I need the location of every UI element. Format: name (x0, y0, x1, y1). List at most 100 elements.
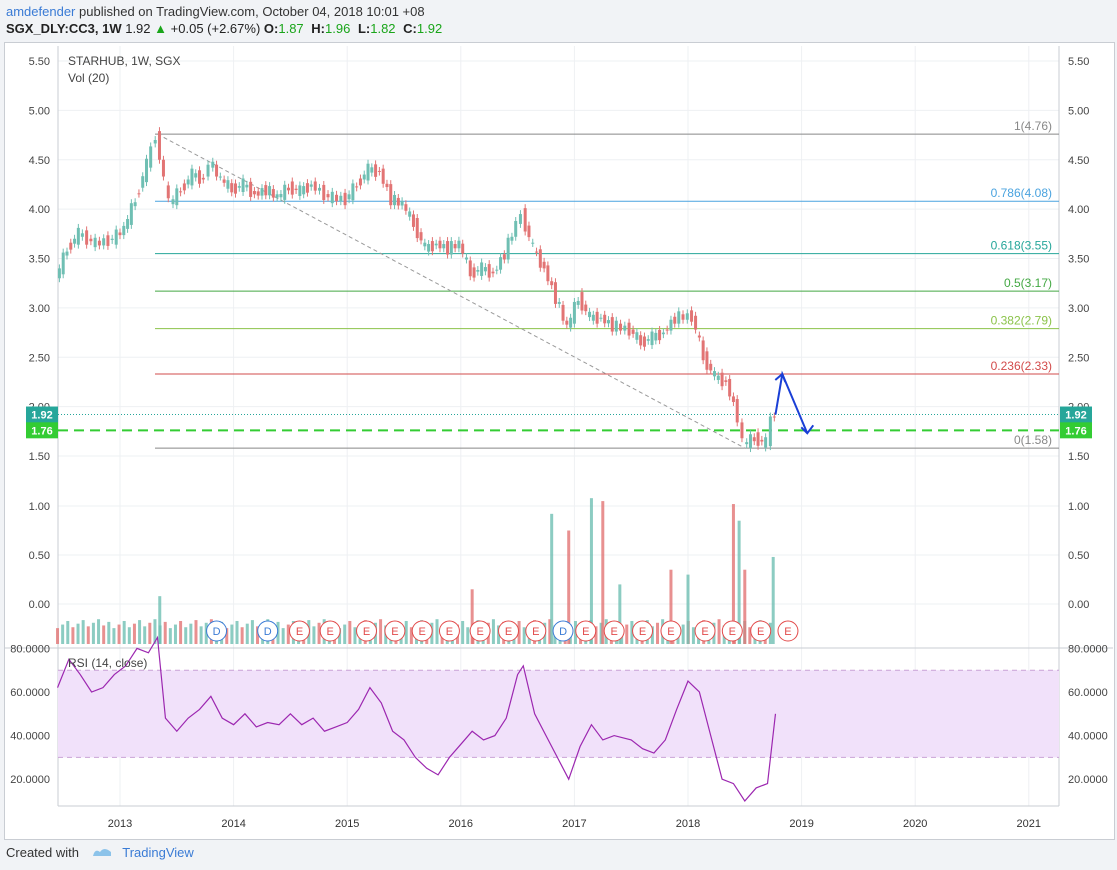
volume-bar (117, 624, 121, 644)
price-candle (468, 260, 472, 277)
price-candle (305, 183, 309, 193)
price-candle (495, 269, 499, 271)
price-candle (535, 251, 539, 253)
volume-bar (312, 626, 316, 644)
volume-bar (497, 625, 501, 644)
price-candle (141, 176, 145, 188)
change-value: +0.05 (+2.67%) (170, 21, 261, 36)
price-candle (89, 238, 93, 242)
volume-bar (112, 628, 116, 644)
price-candle (740, 422, 744, 439)
low-value: 1.82 (370, 21, 396, 36)
price-candle (599, 317, 603, 319)
volume-bar (466, 627, 470, 644)
price-candle (61, 252, 65, 275)
volume-bar (250, 620, 254, 644)
rsi-tick-label-left: 80.0000 (10, 643, 50, 655)
price-candle (430, 241, 434, 252)
chart-title: STARHUB, 1W, SGX (68, 54, 181, 68)
event-marker-dividend (206, 620, 228, 642)
price-tick-label-right: 5.50 (1068, 56, 1089, 68)
price-candle (538, 249, 542, 268)
rsi-tick-label-left: 60.0000 (10, 687, 50, 699)
price-candle (669, 319, 673, 331)
price-candle (389, 184, 393, 206)
price-candle (627, 322, 631, 336)
volume-bar (245, 623, 249, 644)
volume-spike-bar (731, 504, 735, 644)
projection-arrow-head (800, 424, 815, 435)
fib-level-label: 0(1.58) (1014, 433, 1052, 447)
price-candle (720, 372, 724, 387)
price-candle (752, 437, 756, 442)
price-tag-right-text: 1.92 (1065, 410, 1086, 422)
price-candle (404, 204, 408, 211)
price-candle (85, 230, 89, 245)
price-tick-label-left: 1.50 (29, 451, 50, 463)
price-candle (97, 240, 101, 246)
price-tick-label-right: 5.00 (1068, 105, 1089, 117)
volume-spike-bar (771, 556, 775, 644)
price-candle (442, 244, 446, 249)
volume-bar (138, 620, 142, 644)
price-candle (326, 194, 330, 198)
price-candle (572, 301, 576, 324)
price-candle (438, 240, 442, 249)
last-price: 1.92 (125, 21, 151, 36)
price-candle (681, 314, 685, 320)
fib-level-label: 0.5(3.17) (1004, 276, 1052, 290)
volume-bar (194, 620, 198, 644)
price-candle (370, 167, 374, 173)
price-candle (591, 314, 595, 321)
price-candle (166, 185, 170, 199)
tradingview-link[interactable]: TradingView (122, 845, 194, 860)
event-marker-letter: E (667, 626, 674, 638)
price-candle (646, 339, 650, 341)
volume-tick-label-left: 0.50 (29, 550, 50, 562)
volume-bar (681, 624, 685, 644)
price-candle (57, 268, 61, 279)
price-candle (419, 232, 423, 241)
ohlc-line: SGX_DLY:CC3, 1W 1.92 ▲ +0.05 (+2.67%) O:… (6, 21, 446, 36)
volume-spike-bar (618, 584, 622, 644)
volume-bar (132, 623, 136, 644)
symbol-label: SGX_DLY:CC3, 1W (6, 21, 122, 36)
volume-spike-bar (669, 569, 673, 644)
tradingview-logo-icon (92, 849, 111, 856)
price-candle (298, 185, 302, 196)
event-marker-earnings (288, 620, 310, 642)
fib-level-label: 0.236(2.33) (991, 359, 1052, 373)
price-candle (514, 220, 518, 237)
low-label: L: (357, 21, 371, 36)
price-candle (423, 242, 427, 247)
price-candle (76, 227, 80, 245)
footer: Created with TradingView (6, 845, 194, 860)
price-candle (179, 191, 183, 193)
price-candle (623, 325, 627, 331)
event-marker-earnings (384, 620, 406, 642)
volume-bar (435, 619, 439, 644)
volume-tick-label-right: 0.00 (1068, 599, 1089, 611)
event-marker-earnings (750, 620, 772, 642)
price-candle (374, 164, 378, 177)
price-candle (461, 243, 465, 254)
volume-bar (225, 628, 229, 644)
price-candle (510, 236, 514, 241)
volume-bar (235, 620, 239, 644)
price-candle (149, 146, 153, 168)
x-tick-label: 2017 (562, 818, 586, 830)
price-candle (631, 329, 635, 334)
price-candle (457, 240, 461, 249)
author-link[interactable]: amdefender (6, 4, 76, 19)
event-marker-letter: E (419, 626, 426, 638)
up-arrow-icon: ▲ (154, 21, 168, 36)
volume-bar (461, 620, 465, 644)
price-candle (233, 183, 237, 194)
price-candle (472, 267, 476, 278)
price-candle (279, 193, 283, 198)
price-candle (362, 174, 366, 180)
volume-tick-label-left: 0.00 (29, 599, 50, 611)
price-candle (576, 300, 580, 305)
x-tick-label: 2018 (676, 818, 700, 830)
